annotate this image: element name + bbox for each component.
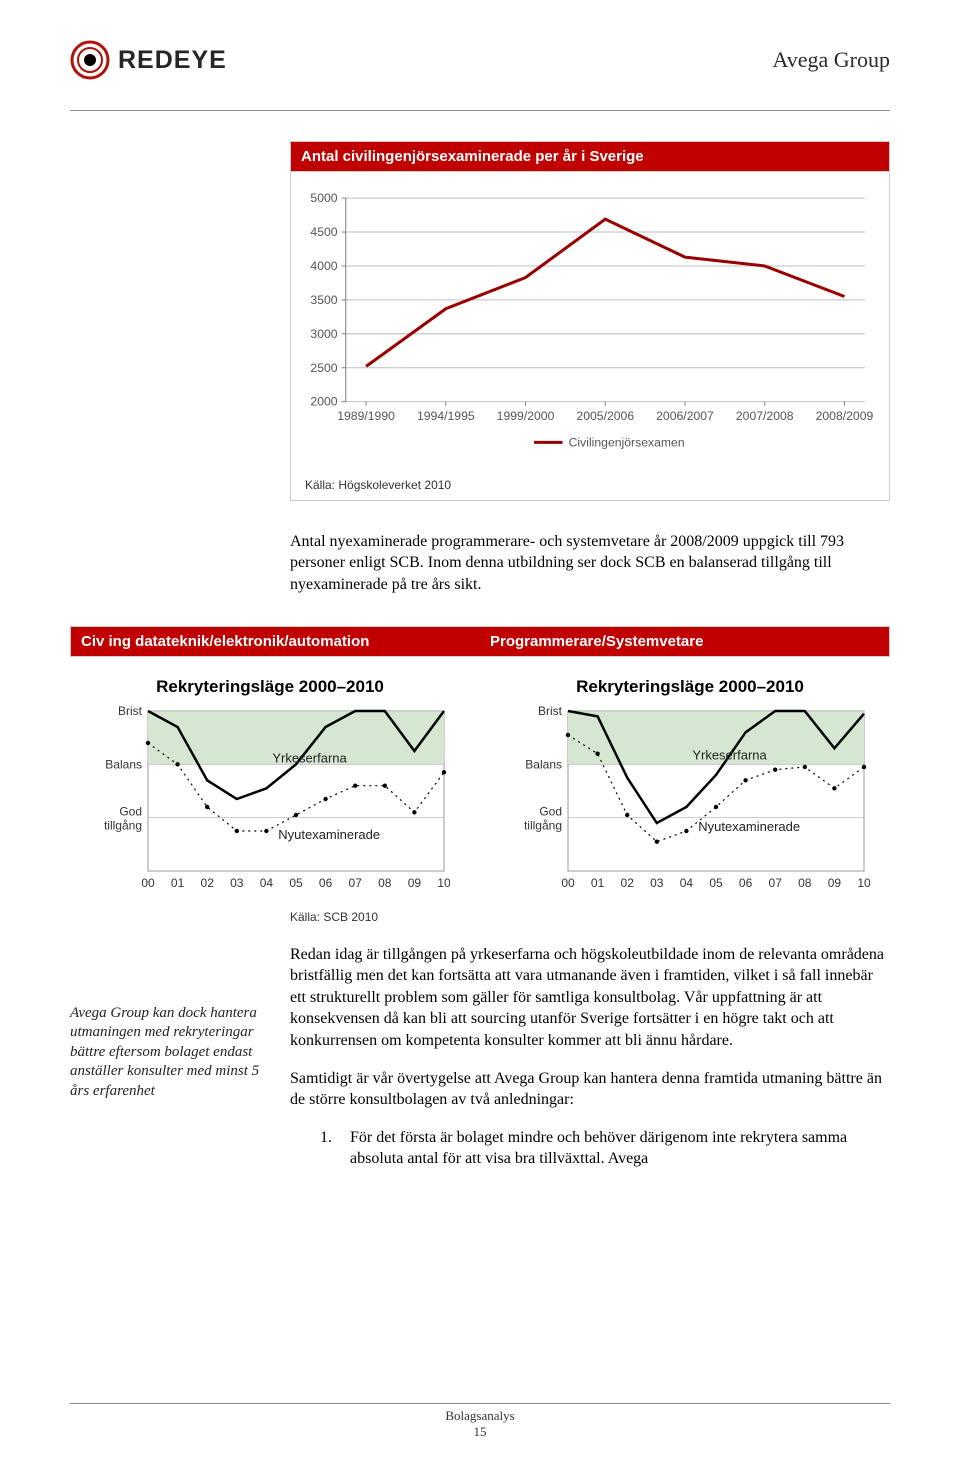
main-column: Redan idag är tillgången på yrkeserfarna…	[290, 944, 890, 1170]
svg-text:4000: 4000	[310, 259, 337, 273]
svg-text:4500: 4500	[310, 225, 337, 239]
svg-text:2006/2007: 2006/2007	[656, 409, 714, 423]
svg-text:06: 06	[319, 876, 333, 890]
dual-column-header: Civ ing datateknik/elektronik/automation…	[70, 626, 890, 657]
header-divider	[70, 110, 890, 111]
svg-text:tillgång: tillgång	[104, 818, 142, 832]
svg-text:09: 09	[408, 876, 422, 890]
svg-text:03: 03	[650, 876, 664, 890]
svg-text:03: 03	[230, 876, 244, 890]
svg-text:Brist: Brist	[538, 705, 563, 718]
footer-line1: Bolagsanalys	[0, 1408, 960, 1424]
paragraph-3: Samtidigt är vår övertygelse att Avega G…	[290, 1068, 890, 1111]
svg-text:00: 00	[561, 876, 575, 890]
svg-text:10: 10	[857, 876, 870, 890]
svg-text:Nyutexaminerade: Nyutexaminerade	[278, 827, 380, 842]
svg-text:3000: 3000	[310, 327, 337, 341]
mini-left-chart: Brist Balans Godtillgång 00 01 02 03 04 05 06 07 08…	[90, 705, 450, 895]
svg-text:Balans: Balans	[105, 757, 142, 771]
page-footer: Bolagsanalys 15	[0, 1403, 960, 1440]
svg-text:07: 07	[769, 876, 783, 890]
svg-text:07: 07	[349, 876, 363, 890]
svg-text:God: God	[119, 804, 142, 818]
svg-text:01: 01	[171, 876, 185, 890]
svg-text:God: God	[539, 804, 562, 818]
svg-text:1994/1995: 1994/1995	[417, 409, 475, 423]
svg-text:10: 10	[437, 876, 450, 890]
footer-line2: 15	[0, 1424, 960, 1440]
logo: REDEYE	[70, 40, 227, 80]
list-text-1: För det första är bolaget mindre och beh…	[350, 1127, 890, 1170]
svg-text:08: 08	[378, 876, 392, 890]
side-note: Avega Group kan dock hantera utmaningen …	[70, 944, 262, 1170]
paragraph-1: Antal nyexaminerade programmerare- och s…	[290, 531, 890, 596]
mini-source: Källa: SCB 2010	[290, 910, 890, 924]
redeye-logo-icon	[70, 40, 110, 80]
svg-text:1989/1990: 1989/1990	[337, 409, 395, 423]
mini-chart-left-title: Rekryteringsläge 2000–2010	[90, 677, 450, 697]
svg-text:Balans: Balans	[525, 757, 562, 771]
svg-text:Yrkeserfarna: Yrkeserfarna	[692, 747, 767, 762]
svg-text:04: 04	[680, 876, 694, 890]
mini-chart-right: Rekryteringsläge 2000–2010 Brist Balans Go…	[510, 677, 870, 900]
svg-text:2008/2009: 2008/2009	[816, 409, 874, 423]
svg-text:Brist: Brist	[118, 705, 143, 718]
text-columns: Avega Group kan dock hantera utmaningen …	[70, 944, 890, 1170]
svg-text:01: 01	[591, 876, 605, 890]
mini-charts-row: Rekryteringsläge 2000–2010 Brist Balans Go…	[70, 677, 890, 900]
svg-text:tillgång: tillgång	[524, 818, 562, 832]
svg-text:1999/2000: 1999/2000	[497, 409, 555, 423]
svg-text:5000: 5000	[310, 192, 337, 205]
svg-text:08: 08	[798, 876, 812, 890]
svg-text:2007/2008: 2007/2008	[736, 409, 794, 423]
svg-text:06: 06	[739, 876, 753, 890]
col-header-left: Civ ing datateknik/elektronik/automation	[71, 627, 480, 656]
mini-chart-right-title: Rekryteringsläge 2000–2010	[510, 677, 870, 697]
chart1-container: 2000 2500 3000 3500 4000 4500 5000 1989/1990 199…	[290, 171, 890, 501]
svg-text:2500: 2500	[310, 361, 337, 375]
svg-text:3500: 3500	[310, 293, 337, 307]
mini-chart-left: Rekryteringsläge 2000–2010 Brist Balans Go…	[90, 677, 450, 900]
svg-text:09: 09	[828, 876, 842, 890]
svg-text:Civilingenjörsexamen: Civilingenjörsexamen	[569, 435, 685, 449]
col-header-right: Programmerare/Systemvetare	[480, 627, 889, 656]
mini-right-chart: Brist Balans Godtillgång 00 01 02 03 04 05 06 07 08…	[510, 705, 870, 895]
chart1-title: Antal civilingenjörsexaminerade per år i…	[290, 141, 890, 171]
chart1-source: Källa: Högskoleverket 2010	[305, 478, 875, 492]
page-header: REDEYE Avega Group	[70, 40, 890, 80]
svg-text:00: 00	[141, 876, 155, 890]
logo-text: REDEYE	[118, 46, 227, 75]
paragraph-2: Redan idag är tillgången på yrkeserfarna…	[290, 944, 890, 1052]
svg-text:Yrkeserfarna: Yrkeserfarna	[272, 750, 347, 765]
svg-text:02: 02	[201, 876, 215, 890]
list-num-1: 1.	[320, 1127, 338, 1170]
svg-text:2005/2006: 2005/2006	[576, 409, 634, 423]
svg-text:05: 05	[289, 876, 303, 890]
list-item-1: 1. För det första är bolaget mindre och …	[290, 1127, 890, 1170]
svg-text:Nyutexaminerade: Nyutexaminerade	[698, 819, 800, 834]
footer-divider	[70, 1403, 890, 1404]
svg-text:2000: 2000	[310, 395, 337, 409]
chart1: 2000 2500 3000 3500 4000 4500 5000 1989/1990 199…	[305, 192, 875, 467]
svg-text:04: 04	[260, 876, 274, 890]
company-name: Avega Group	[773, 47, 891, 73]
svg-text:02: 02	[621, 876, 635, 890]
svg-text:05: 05	[709, 876, 723, 890]
